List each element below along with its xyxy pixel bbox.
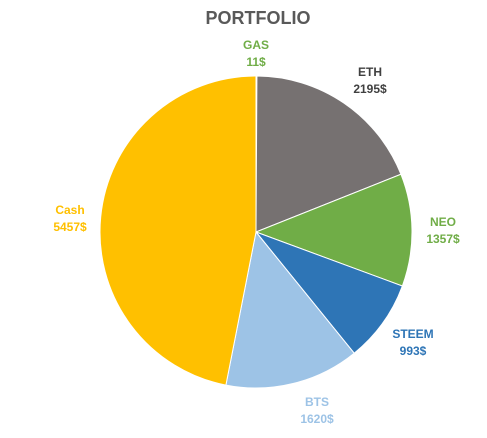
slice-label-bts: BTS 1620$	[300, 395, 334, 426]
slice-label-eth: ETH 2195$	[353, 65, 387, 96]
slice-value-eth: 2195$	[353, 82, 387, 96]
slice-value-gas: 11$	[246, 55, 266, 69]
slice-name-neo: NEO	[430, 215, 456, 229]
slice-value-neo: 1357$	[426, 232, 460, 246]
pie-slice-bts	[225, 230, 355, 389]
slice-value-steem: 993$	[400, 344, 427, 358]
slice-value-cash: 5457$	[53, 220, 87, 234]
slice-name-cash: Cash	[55, 203, 84, 217]
slice-label-steem: STEEM 993$	[392, 327, 433, 358]
pie-slices	[99, 75, 413, 389]
slice-name-gas: GAS	[243, 38, 269, 52]
pie-slice-neo	[254, 173, 413, 287]
slice-label-cash: Cash 5457$	[53, 203, 87, 234]
slice-label-neo: NEO 1357$	[426, 215, 460, 246]
slice-name-steem: STEEM	[392, 327, 433, 341]
slice-labels: GAS 11$ ETH 2195$ NEO 1357$ STEEM 993$ BTS 1620$ C…	[53, 38, 460, 426]
pie-slice-eth	[255, 75, 402, 233]
slice-value-bts: 1620$	[300, 412, 334, 426]
slice-label-gas: GAS 11$	[243, 38, 269, 69]
chart-title: PORTFOLIO	[206, 8, 311, 28]
slice-name-eth: ETH	[358, 65, 382, 79]
slice-name-bts: BTS	[305, 395, 329, 409]
pie-slice-steem	[254, 230, 403, 354]
pie-slice-cash	[99, 75, 257, 386]
